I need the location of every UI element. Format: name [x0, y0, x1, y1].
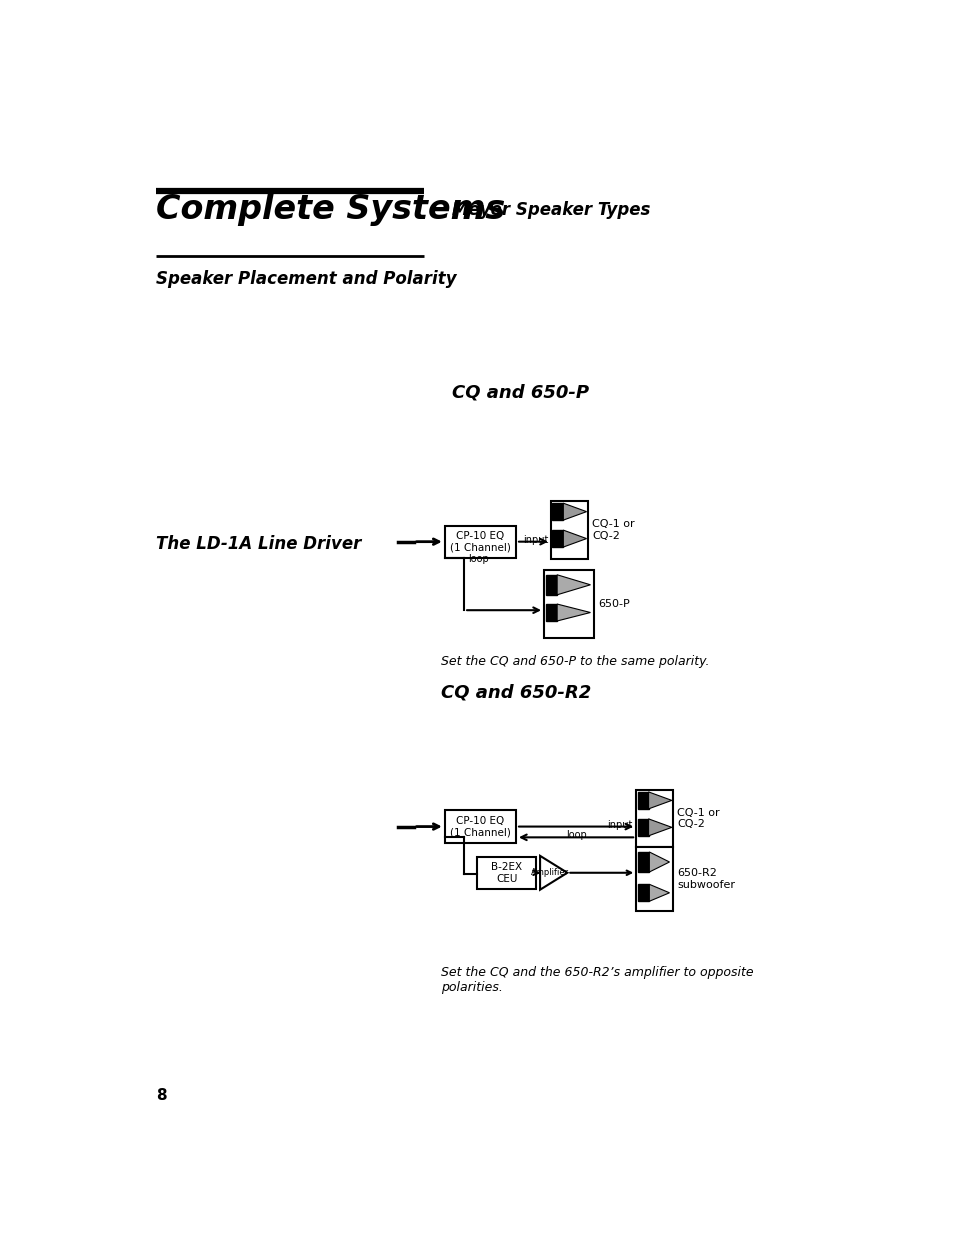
Bar	[637, 819, 648, 836]
Bar	[637, 792, 648, 809]
Polygon shape	[649, 852, 669, 872]
Polygon shape	[648, 819, 671, 836]
Text: Set the CQ and 650-P to the same polarity.: Set the CQ and 650-P to the same polarit…	[440, 655, 709, 668]
Polygon shape	[562, 530, 586, 547]
Bar	[550, 501, 587, 558]
Text: The LD-1A Line Driver: The LD-1A Line Driver	[155, 535, 360, 553]
Text: CP-10 EQ
(1 Channel): CP-10 EQ (1 Channel)	[450, 816, 510, 837]
Text: 650-P: 650-P	[598, 599, 629, 609]
Bar	[546, 604, 557, 621]
Text: loop: loop	[468, 555, 488, 564]
Bar	[552, 530, 562, 547]
Text: Speaker Placement and Polarity: Speaker Placement and Polarity	[155, 270, 456, 288]
Polygon shape	[648, 792, 671, 809]
Text: B-2EX
CEU: B-2EX CEU	[491, 862, 521, 883]
Polygon shape	[562, 503, 586, 520]
Text: Amplifier: Amplifier	[531, 868, 569, 877]
Polygon shape	[557, 574, 590, 595]
Bar	[476, 857, 536, 889]
Bar	[444, 526, 516, 558]
Text: input: input	[606, 820, 632, 830]
Text: CQ and 650-P: CQ and 650-P	[452, 383, 589, 401]
Bar	[638, 852, 649, 872]
Text: 650-R2
subwoofer: 650-R2 subwoofer	[677, 868, 735, 889]
Polygon shape	[539, 856, 567, 889]
Bar	[543, 571, 594, 638]
Bar	[636, 789, 673, 847]
Text: CQ-1 or
CQ-2: CQ-1 or CQ-2	[592, 519, 634, 541]
Polygon shape	[649, 884, 669, 902]
Text: CP-10 EQ
(1 Channel): CP-10 EQ (1 Channel)	[450, 531, 510, 552]
Text: Complete Systems: Complete Systems	[155, 193, 504, 226]
Bar	[444, 810, 516, 842]
Bar	[546, 574, 557, 595]
Text: 8: 8	[155, 1088, 166, 1103]
Text: loop: loop	[565, 830, 586, 841]
Text: CQ and 650-R2: CQ and 650-R2	[440, 683, 591, 701]
Bar	[638, 884, 649, 902]
Polygon shape	[557, 604, 590, 621]
Bar	[552, 503, 562, 520]
Text: input: input	[522, 535, 548, 545]
Text: CQ-1 or
CQ-2: CQ-1 or CQ-2	[677, 808, 720, 829]
Text: Meyer Speaker Types: Meyer Speaker Types	[452, 200, 650, 219]
Bar	[636, 847, 673, 910]
Text: Set the CQ and the 650-R2’s amplifier to opposite
polarities.: Set the CQ and the 650-R2’s amplifier to…	[440, 966, 753, 994]
